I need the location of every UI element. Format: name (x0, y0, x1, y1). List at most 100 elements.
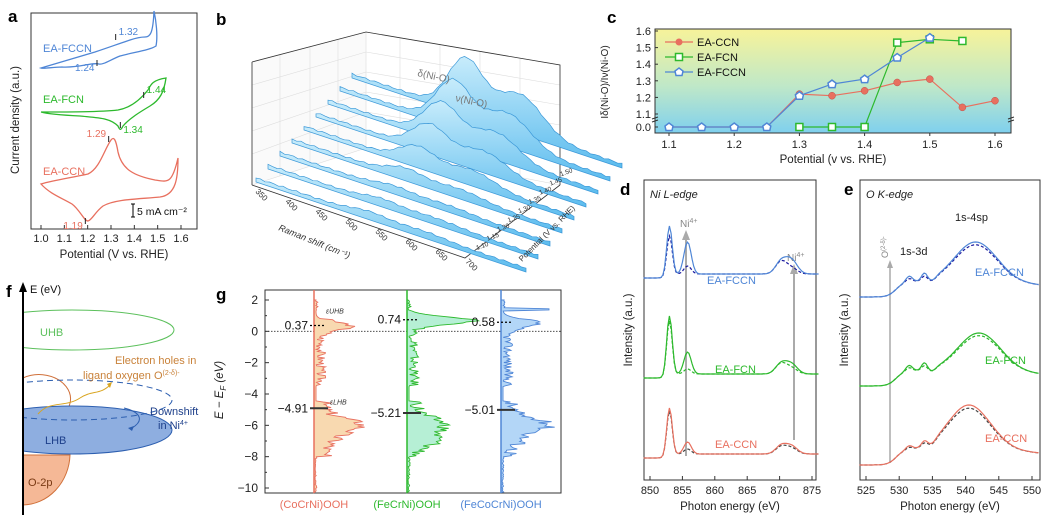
panel-e-xticks: 525 530 535 540 545 550 (857, 476, 1041, 497)
panel-d: d Ni L-edge Ni4+ Ni4+ EA-FCCN EA-FCN EA-… (620, 179, 821, 513)
ytick-label: 1.50 (559, 167, 574, 178)
legend-label: EA-FCCN (697, 67, 746, 79)
xtick-label: 535 (923, 485, 941, 497)
legend-label: EA-CCN (697, 37, 739, 49)
panel-c: c 1.1 1.2 1.3 1.4 1.5 1.60.01.11.21.31.41.51.… (600, 8, 1015, 166)
data-point (958, 36, 967, 46)
axis-break (651, 116, 659, 123)
panel-b-base (251, 184, 561, 259)
panel-a-ylabel: Current density (a.u.) (10, 66, 22, 174)
xtick-label: 1.6 (173, 233, 188, 245)
material-label: (FeCrNi)OOH (373, 499, 440, 511)
xtick-label: 650 (434, 247, 450, 263)
panel-a-xticks: 1.0 1.1 1.2 1.3 1.4 1.5 1.6 (33, 225, 189, 245)
series-ea-fccn (664, 32, 935, 132)
legend-ea-fcn-a: EA-FCN (43, 94, 84, 106)
panel-b: b δ(Ni-O) ν(Ni-O) 3504004505005506006507… (216, 10, 623, 273)
annotation-delta-ni-o: δ(Ni-O) (416, 68, 450, 86)
ytick-label: −10 (238, 481, 259, 495)
panel-label-d: d (620, 180, 630, 199)
xtick-label: 600 (404, 237, 420, 253)
panel-g-frame (264, 289, 562, 494)
panel-b-xlabel: Raman shift (cm⁻¹) (277, 223, 351, 261)
xtick-label: 865 (738, 485, 756, 497)
xtick-label: 1.5 (922, 139, 937, 151)
xtick-label: 850 (641, 485, 659, 497)
ni4-arrow-head-1 (682, 230, 690, 240)
panel-d-frame (643, 179, 817, 481)
panel-c-ylabel: Iδ(Ni-O)/Iν(Ni-O) (600, 45, 611, 118)
dos-curve (313, 299, 365, 494)
material-label: (CoCrNi)OOH (280, 499, 348, 511)
data-point (795, 122, 804, 132)
lhb-value-label: −4.91 (278, 401, 309, 415)
ytick-label: 1.10 (475, 241, 490, 252)
panel-d-ylabel: Intensity (a.u.) (623, 293, 635, 366)
label-o2p: O-2p (28, 477, 52, 489)
raman-spectrum-1.30 (303, 126, 575, 221)
raman-spectrum-1.15 (267, 163, 539, 260)
xtick-label: 525 (857, 485, 875, 497)
downshift-arrow (123, 407, 140, 429)
xtick-label: 1.1 (57, 233, 72, 245)
ytick-label: 1.3 (636, 76, 651, 88)
ytick-label: −6 (244, 418, 258, 432)
dos-fecocrniooh: 0.58 −5.01 (FeCoCrNi)OOH (460, 290, 555, 511)
panel-b-yticks: 1.101.151.201.251.301.351.401.451.50 (475, 167, 574, 252)
data-point (794, 90, 805, 100)
uhb-value-label: 0.74 (378, 313, 402, 327)
axis-break (1007, 116, 1015, 123)
data-point (926, 75, 934, 83)
ytick-label: −4 (244, 387, 258, 401)
ytick-label: 1.4 (636, 59, 651, 71)
data-point (860, 87, 869, 95)
annotation-epsilon-uhb: εUHB (326, 309, 344, 316)
material-label: (FeCoCrNi)OOH (460, 499, 541, 511)
raman-spectrum-1.10 (255, 177, 527, 273)
band-lhb (0, 405, 173, 455)
panel-e-xlabel: Photon energy (eV) (900, 501, 1000, 513)
energy-axis-arrow (19, 282, 27, 292)
panel-e: e O K-edge O(2-δ)- 1s-3d 1s-4sp EA-FCCN … (839, 179, 1041, 513)
annotation-epsilon-lhb: εLHB (330, 399, 347, 406)
band-uhb (0, 309, 175, 351)
panel-c-axes: 1.1 1.2 1.3 1.4 1.5 1.60.01.11.21.31.41.51.6 (636, 26, 1015, 151)
dos-fecrniooh: 0.74 −5.21 (FeCrNi)OOH (371, 290, 481, 511)
lhb-value-label: −5.21 (371, 406, 402, 420)
peak-label: 1.44 (147, 85, 167, 96)
data-point (991, 96, 999, 105)
mask-uhb (0, 305, 23, 355)
legend-label: EA-FCN (697, 52, 738, 64)
xtick-label: 400 (284, 197, 300, 213)
xtick-label: 1.2 (727, 139, 742, 151)
hole-arrow (37, 384, 111, 415)
xtick-label: 1.2 (80, 233, 95, 245)
ytick-label: 0 (251, 324, 258, 338)
legend-marker (674, 52, 684, 62)
ytick-label: 1.20 (496, 222, 511, 233)
label-ea-fcn-e: EA-FCN (985, 355, 1026, 367)
raman-spectra (255, 56, 623, 273)
xas-solid-ea-fcn (643, 315, 819, 379)
peak-label: 1.34 (123, 125, 143, 136)
ytick-label: 1.6 (636, 26, 651, 38)
xtick-label: 1.4 (127, 233, 142, 245)
panel-label-b: b (216, 10, 226, 29)
xtick-label: 1.0 (33, 233, 48, 245)
ytick-label: 1.35 (528, 195, 543, 206)
xtick-label: 1.6 (987, 139, 1002, 151)
panel-d-xlabel: Photon energy (eV) (680, 501, 780, 513)
xas-solid-ea-fccn (643, 225, 819, 279)
series-line (799, 38, 963, 128)
ytick-label: −8 (244, 450, 258, 464)
panel-d-title: Ni L-edge (650, 189, 698, 201)
panel-label-a: a (8, 7, 18, 26)
uhb-value-label: 0.37 (285, 319, 309, 333)
legend-ea-fccn-a: EA-FCCN (43, 43, 92, 55)
cv-curve-ea-fcn (40, 77, 167, 131)
data-point (924, 32, 935, 42)
data-point (893, 78, 901, 87)
ytick-label: 1.1 (636, 109, 651, 121)
raman-spectrum-1.35 (315, 113, 587, 208)
